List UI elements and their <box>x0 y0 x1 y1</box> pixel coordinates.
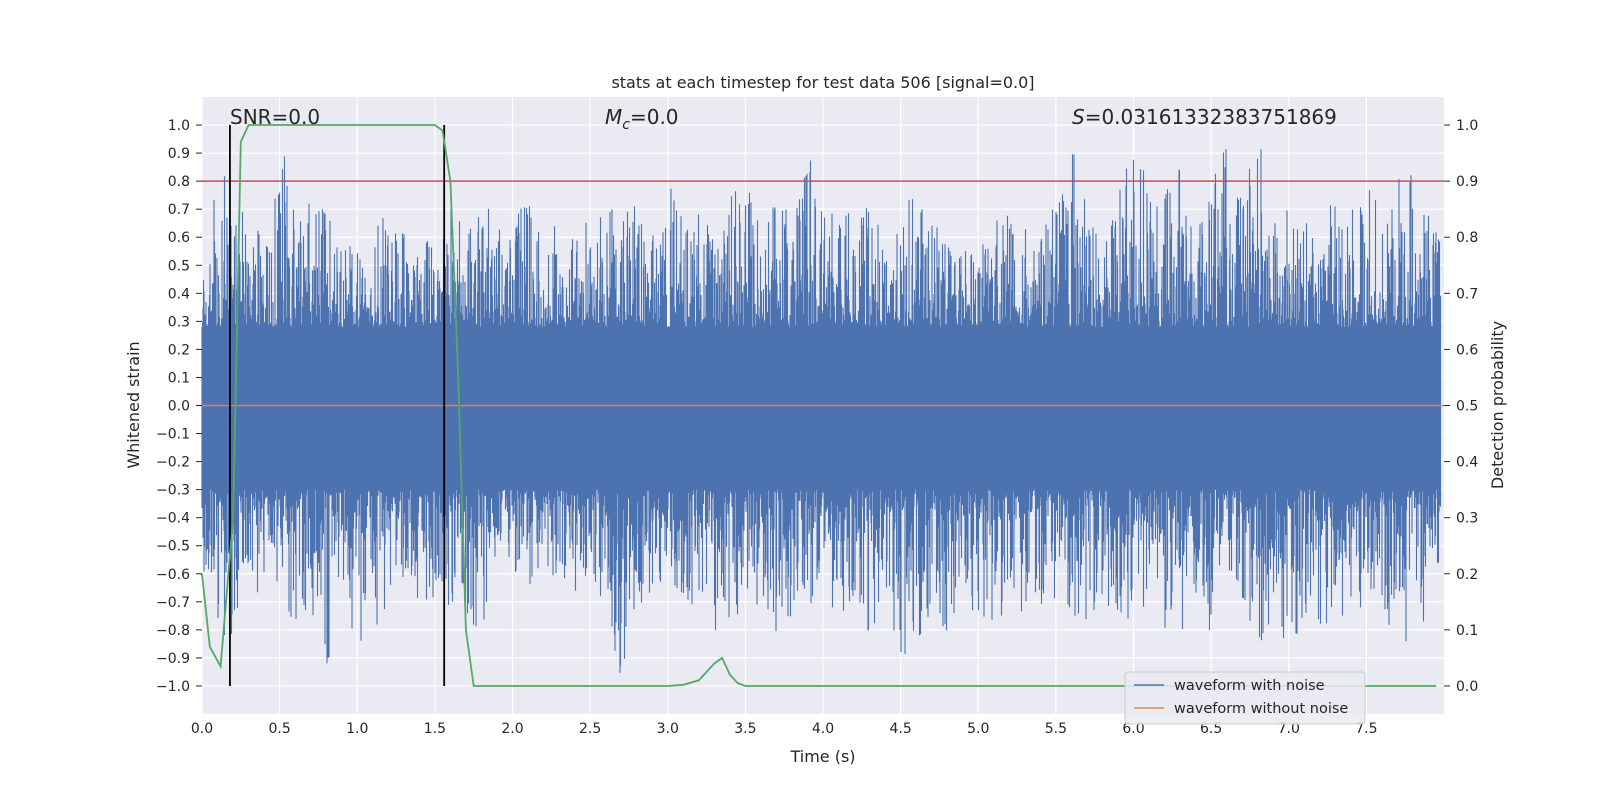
y2-axis-label: Detection probability <box>1488 321 1507 489</box>
y-tick-label: −0.2 <box>156 455 190 471</box>
y2-tick-label: 0.2 <box>1456 567 1478 583</box>
y-tick-label: 1.0 <box>168 118 190 134</box>
x-tick-label: 4.5 <box>889 721 911 737</box>
y2-tick-label: 0.4 <box>1456 455 1478 471</box>
y2-tick-label: 1.0 <box>1456 118 1478 134</box>
y2-tick-label: 0.3 <box>1456 511 1478 527</box>
legend: waveform with noise waveform without noi… <box>1124 671 1366 725</box>
y-tick-label: −0.3 <box>156 483 190 499</box>
y-tick-label: 0.7 <box>168 202 190 218</box>
chart-title: stats at each timestep for test data 506… <box>611 73 1034 92</box>
x-tick-label: 2.5 <box>579 721 601 737</box>
x-tick-label: 5.0 <box>967 721 989 737</box>
waveform-with-noise-line <box>201 149 1442 673</box>
y2-tick-label: 0.0 <box>1456 679 1478 695</box>
y-tick-label: −0.5 <box>156 539 190 555</box>
x-tick-label: 7.5 <box>1355 721 1377 737</box>
stat-annotation: S=0.03161332383751869 <box>1072 105 1337 129</box>
x-tick-label: 5.5 <box>1045 721 1067 737</box>
y-axis-ticks: 1.0 0.9 0.8 0.7 0.6 0.5 0.4 0.3 0.2 0.1 0.0 −0.1 −0.… <box>156 118 202 695</box>
y-tick-label: 0.5 <box>168 258 190 274</box>
y-tick-label: −0.8 <box>156 623 190 639</box>
x-tick-label: 7.0 <box>1278 721 1300 737</box>
y-tick-label: 0.8 <box>168 174 190 190</box>
x-tick-label: 1.0 <box>346 721 368 737</box>
y2-axis-ticks: 1.0 0.9 0.8 0.7 0.6 0.5 0.4 0.3 0.2 0.1 0.0 <box>1444 118 1478 695</box>
y2-tick-label: 0.1 <box>1456 623 1478 639</box>
snr-annotation: SNR=0.0 <box>230 105 320 129</box>
y-tick-label: 0.1 <box>168 370 190 386</box>
y-tick-label: 0.4 <box>168 286 190 302</box>
y-tick-label: −0.9 <box>156 651 190 667</box>
y-tick-label: −0.6 <box>156 567 190 583</box>
x-tick-label: 3.0 <box>657 721 679 737</box>
x-tick-label: 6.5 <box>1200 721 1222 737</box>
x-tick-label: 0.5 <box>268 721 290 737</box>
y-tick-label: 0.0 <box>168 399 190 415</box>
x-tick-label: 2.0 <box>501 721 523 737</box>
chirp-mass-annotation: Mc=0.0 <box>605 105 679 133</box>
x-tick-label: 3.5 <box>734 721 756 737</box>
legend-label-clean: waveform without noise <box>1174 701 1348 717</box>
y2-tick-label: 0.6 <box>1456 342 1478 358</box>
y-axis-label: Whitened strain <box>124 341 143 468</box>
noise-series <box>201 149 1442 673</box>
y2-tick-label: 0.9 <box>1456 174 1478 190</box>
detection-probability-line <box>201 124 1437 687</box>
y-tick-label: 0.2 <box>168 342 190 358</box>
x-axis-label: Time (s) <box>789 747 855 766</box>
y-tick-label: −0.1 <box>156 427 190 443</box>
x-tick-label: 0.0 <box>191 721 213 737</box>
y2-tick-label: 0.5 <box>1456 399 1478 415</box>
x-tick-label: 6.0 <box>1122 721 1144 737</box>
y-tick-label: 0.6 <box>168 230 190 246</box>
y-tick-label: 0.9 <box>168 146 190 162</box>
y2-tick-label: 0.7 <box>1456 286 1478 302</box>
y2-tick-label: 0.8 <box>1456 230 1478 246</box>
x-tick-label: 1.5 <box>424 721 446 737</box>
y-tick-label: −0.7 <box>156 595 190 611</box>
legend-box <box>1124 671 1366 725</box>
y-tick-label: −1.0 <box>156 679 190 695</box>
y-tick-label: 0.3 <box>168 314 190 330</box>
legend-label-noise: waveform with noise <box>1174 678 1325 694</box>
y-tick-label: −0.4 <box>156 511 190 527</box>
x-axis-ticks: 0.0 0.5 1.0 1.5 2.0 2.5 3.0 3.5 4.0 4.5 5.0 5.5 6.0 6… <box>191 721 1378 737</box>
overlays <box>201 124 1444 687</box>
x-tick-label: 4.0 <box>812 721 834 737</box>
